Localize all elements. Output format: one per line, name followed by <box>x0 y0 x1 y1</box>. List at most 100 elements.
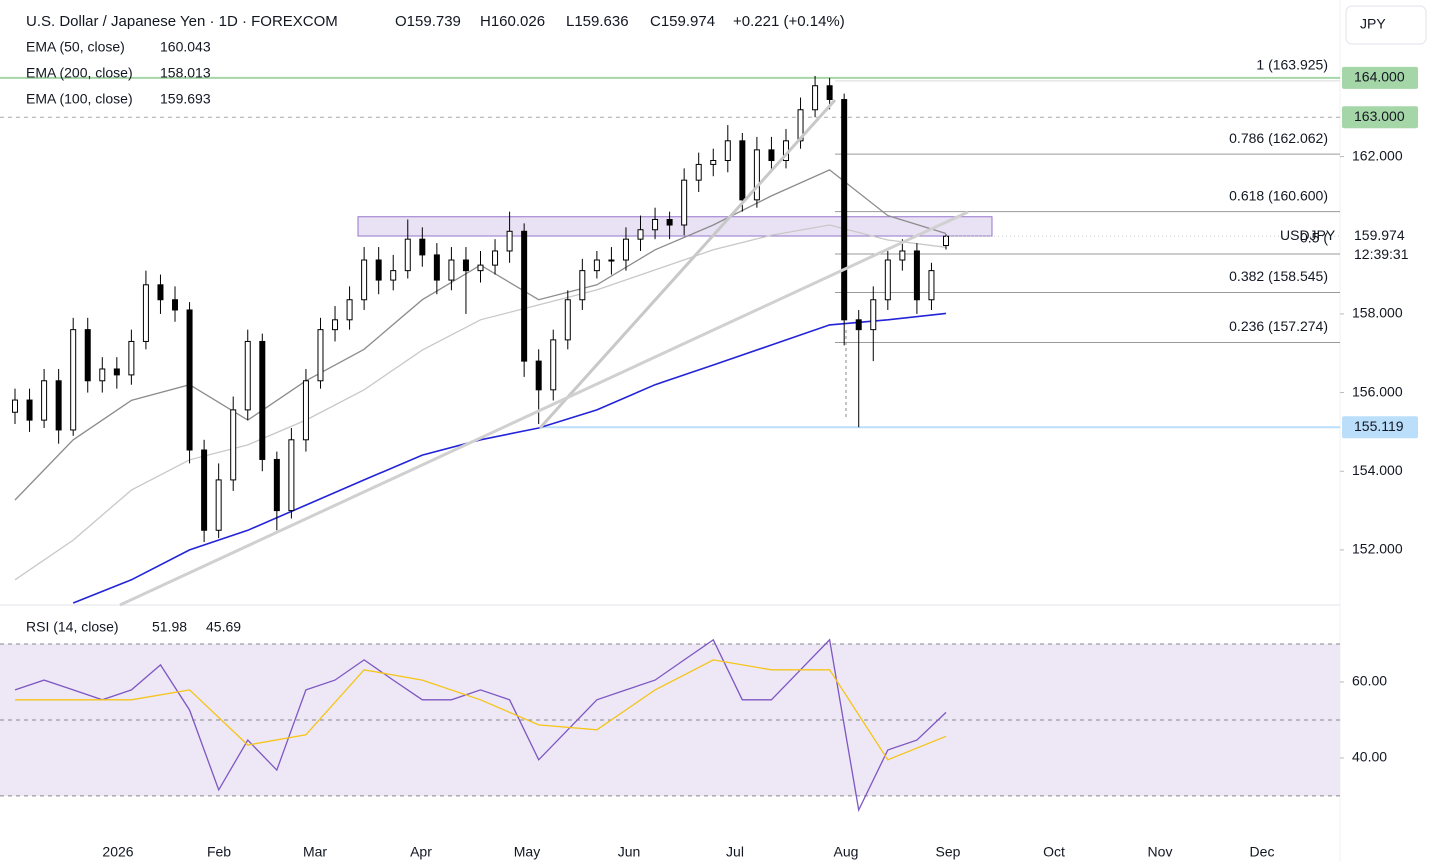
candle-body <box>128 340 135 376</box>
x-tick-label: Nov <box>1148 844 1173 860</box>
candle-body <box>535 360 542 391</box>
y-tick-label: 60.00 <box>1352 673 1387 689</box>
candle-body <box>724 140 731 161</box>
indicator-line <box>15 659 947 761</box>
candle-body <box>855 319 862 331</box>
symbol-label: USDJPY <box>1280 227 1336 243</box>
candle-body <box>753 149 760 201</box>
currency[interactable]: JPY <box>1360 16 1386 32</box>
candle-body <box>622 238 629 261</box>
candle-body <box>797 109 804 142</box>
ohlc-low: L159.636 <box>566 13 629 30</box>
ohlc-close: C159.974 <box>650 13 715 30</box>
y-tick-label: 40.00 <box>1352 749 1387 765</box>
candle-body <box>317 329 324 382</box>
candle-body <box>332 319 339 331</box>
candle-body <box>273 458 280 512</box>
price-tag <box>1342 106 1418 129</box>
y-tick-label: 152.000 <box>1352 541 1403 557</box>
candle-body <box>41 380 48 421</box>
candle-body <box>928 270 935 301</box>
legend-name: EMA (100, close) <box>26 91 133 107</box>
symbol-title: U.S. Dollar / Japanese Yen · 1D · FOREXC… <box>26 13 338 30</box>
candle-body <box>361 259 368 301</box>
candle-body <box>812 85 819 111</box>
last-price-label: 159.974 <box>1354 227 1405 243</box>
candle-body <box>215 479 222 531</box>
change: +0.221 (+0.14%) <box>733 13 845 30</box>
candle-body <box>390 270 397 281</box>
candle-body <box>462 259 469 272</box>
x-tick-label: Jul <box>726 844 744 860</box>
candle-body <box>506 230 513 252</box>
plot <box>0 75 1340 813</box>
candle-body <box>157 284 164 301</box>
legend-value: 158.013 <box>160 65 211 81</box>
x-tick-label: Oct <box>1043 844 1065 860</box>
indicator-line <box>72 312 947 604</box>
price-tag-label: 163.000 <box>1354 108 1405 124</box>
candle-body <box>841 99 848 321</box>
candle-body <box>244 340 251 411</box>
candle-body <box>433 254 440 281</box>
y-tick-label: 154.000 <box>1352 462 1403 478</box>
candle-body <box>12 399 18 413</box>
candle-body <box>99 368 106 382</box>
candle-body <box>404 238 411 272</box>
candle-body <box>186 309 193 451</box>
legend-name: RSI (14, close) <box>26 619 119 635</box>
candle-body <box>826 85 833 101</box>
candle-body <box>564 299 571 341</box>
price-tag-label: 155.119 <box>1354 418 1404 434</box>
legend-name: EMA (200, close) <box>26 65 133 81</box>
candle-body <box>84 329 91 382</box>
candle-body <box>579 270 586 301</box>
legend-value: 51.98 <box>152 619 187 635</box>
fib-label: 0.382 (158.545) <box>1229 268 1328 284</box>
candle-body <box>884 259 891 301</box>
legend-value: 45.69 <box>206 619 241 635</box>
candle-body <box>55 380 62 431</box>
x-tick-label: Sep <box>936 844 961 860</box>
candle-body <box>637 229 644 240</box>
candle-body <box>172 299 179 311</box>
legend-value: 159.693 <box>160 91 211 107</box>
trend-line <box>119 210 969 607</box>
x-tick-label: Feb <box>207 844 231 860</box>
fib-label: 1 (163.925) <box>1256 57 1328 73</box>
candle-body <box>259 340 266 460</box>
price-tag-label: 164.000 <box>1354 69 1405 85</box>
candle-body <box>142 284 149 342</box>
candle-body <box>302 380 309 441</box>
candle-body <box>652 218 659 231</box>
candle-body <box>477 264 484 272</box>
candle-body <box>521 230 528 362</box>
ohlc-open: O159.739 <box>395 13 461 30</box>
x-tick-label: Jun <box>618 844 641 860</box>
candle-body <box>943 235 949 247</box>
candle-body <box>695 163 702 181</box>
candle-body <box>288 439 295 512</box>
candle-body <box>550 339 557 391</box>
candle-body <box>870 299 877 331</box>
candle-body <box>201 449 208 531</box>
candle-body <box>419 238 426 256</box>
candle-body <box>899 250 906 261</box>
header: U.S. Dollar / Japanese Yen · 1D · FOREXC… <box>26 13 845 30</box>
x-tick-label: Aug <box>834 844 859 860</box>
resistance-zone <box>357 216 993 237</box>
candle-body <box>375 259 382 281</box>
fib-label: 0.786 (162.062) <box>1229 130 1328 146</box>
y-tick-label: 158.000 <box>1352 305 1403 321</box>
x-tick-label: Dec <box>1250 844 1275 860</box>
candle-body <box>681 179 688 226</box>
candle-body <box>608 259 615 262</box>
legend-value: 160.043 <box>160 39 211 55</box>
candle-body <box>913 250 920 301</box>
trend-line <box>538 98 837 430</box>
candle-body <box>768 149 775 161</box>
currency-button[interactable] <box>1345 5 1427 45</box>
fib-label: 0.5 ( <box>1300 230 1328 246</box>
candle-body <box>492 250 499 266</box>
candle-body <box>70 329 77 431</box>
